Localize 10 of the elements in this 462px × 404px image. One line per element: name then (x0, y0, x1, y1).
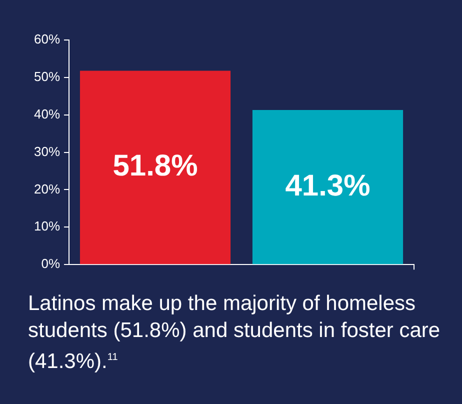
data-label: 51.8% (112, 150, 198, 183)
y-tick-label: 60% (34, 32, 60, 47)
y-tick-label: 50% (34, 69, 60, 84)
y-tick-label: 40% (34, 106, 60, 122)
y-tick-label: 10% (34, 218, 60, 234)
y-tick-label: 30% (34, 144, 60, 159)
text: Latinos make up the majority of homeless students (51.8%) and students in foster care (41.3%).$^{11}$ (28, 291, 442, 375)
data-label: 41.3% (285, 169, 370, 202)
y-tick-label: 0% (41, 256, 60, 272)
y-tick-label: 20% (34, 181, 60, 196)
